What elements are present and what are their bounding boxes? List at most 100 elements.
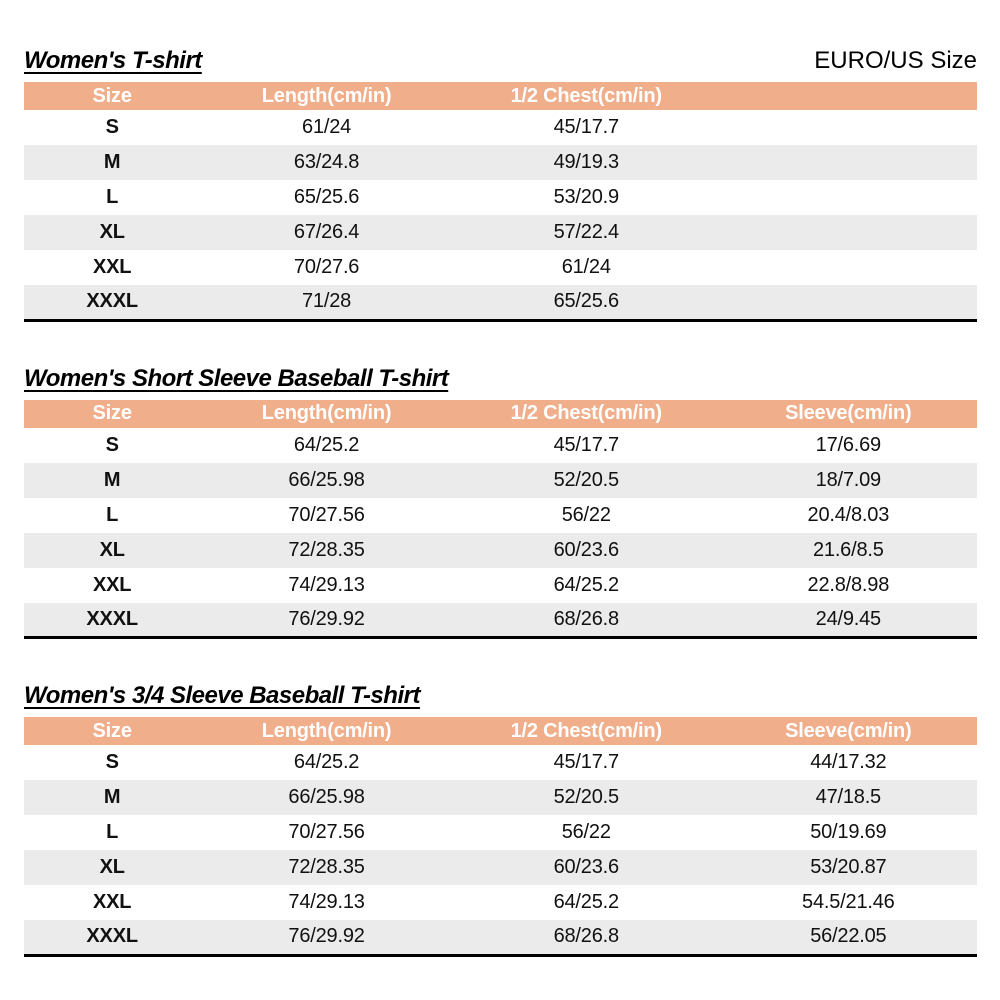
table-row: L 70/27.56 56/22 20.4/8.03 — [24, 498, 977, 533]
size-cell: XXL — [93, 573, 132, 596]
table-cell: 68/26.8 — [553, 607, 620, 630]
table-row: XL 67/26.4 57/22.4 — [24, 215, 977, 250]
column-header: 1/2 Chest(cm/in) — [452, 399, 720, 428]
size-cell: M — [103, 151, 121, 173]
table-row: XXL 70/27.6 61/24 — [24, 250, 977, 285]
table-cell: 45/17.7 — [553, 751, 620, 773]
region-size-label: EURO/US Size — [814, 47, 977, 74]
table-cell: 20.4/8.03 — [807, 503, 890, 526]
column-header: Length(cm/in) — [200, 82, 453, 110]
table-cell: 60/23.6 — [553, 538, 620, 561]
table-cell: 53/20.87 — [810, 856, 887, 878]
header-row: Size Length(cm/in) 1/2 Chest(cm/in) Sleeve(… — [24, 399, 977, 428]
table-cell: 76/29.92 — [288, 925, 365, 948]
table-cell: 52/20.5 — [553, 786, 620, 808]
table-row: L 70/27.56 56/22 50/19.69 — [24, 815, 977, 850]
table-title-womens-tshirt: Women's T-shirt — [24, 47, 202, 74]
column-header: Size — [24, 399, 201, 428]
table-cell: 67/26.4 — [293, 221, 360, 243]
table-row: M 66/25.98 52/20.5 18/7.09 — [24, 462, 977, 498]
size-cell: S — [105, 751, 119, 773]
table-cell: 64/25.2 — [553, 891, 620, 913]
table-cell: 64/25.2 — [293, 751, 360, 773]
size-cell: XL — [99, 538, 125, 561]
table-cell: 74/29.13 — [288, 891, 365, 913]
table-cell: 50/19.69 — [810, 821, 887, 843]
size-cell: L — [106, 503, 119, 526]
table-cell: 66/25.98 — [288, 786, 365, 808]
column-header — [719, 82, 977, 110]
table-cell: 65/25.6 — [553, 290, 620, 313]
table-cell: 66/25.98 — [288, 468, 365, 491]
table-row: XXXL 76/29.92 68/26.8 24/9.45 — [24, 602, 977, 638]
table-cell: 18/7.09 — [815, 468, 882, 491]
table-row: M 63/24.8 49/19.3 — [24, 145, 977, 180]
size-cell: XXXL — [86, 925, 138, 948]
table-cell: 74/29.13 — [288, 573, 365, 596]
table-cell: 22.8/8.98 — [807, 573, 890, 596]
column-header: 1/2 Chest(cm/in) — [452, 82, 720, 110]
table-row: S 61/24 45/17.7 — [24, 110, 977, 145]
table-cell: 60/23.6 — [553, 856, 620, 878]
table-cell — [720, 250, 977, 285]
table-row: S 64/25.2 45/17.7 44/17.32 — [24, 745, 977, 780]
table-cell: 54.5/21.46 — [802, 891, 895, 913]
table-cell: 70/27.6 — [293, 256, 360, 278]
column-header: Sleeve(cm/in) — [719, 717, 977, 745]
column-header: Length(cm/in) — [200, 717, 453, 745]
section-womens-tshirt: Women's T-shirt EURO/US Size Size Length(… — [24, 46, 977, 322]
size-cell: S — [105, 116, 119, 138]
table-cell: 44/17.32 — [810, 751, 887, 773]
title-row: Women's Short Sleeve Baseball T-shirt — [24, 364, 977, 393]
size-cell: L — [106, 186, 119, 208]
size-cell: XL — [99, 221, 125, 243]
table-cell: 64/25.2 — [553, 573, 620, 596]
size-cell: S — [105, 433, 119, 456]
table-cell — [720, 145, 977, 180]
table-cell: 63/24.8 — [293, 151, 360, 173]
table-cell — [720, 110, 977, 145]
size-cell: L — [106, 821, 119, 843]
table-cell: 57/22.4 — [553, 221, 620, 243]
column-header: Sleeve(cm/in) — [719, 399, 977, 428]
table-title-womens-short-sleeve-baseball-tshirt: Women's Short Sleeve Baseball T-shirt — [24, 364, 449, 392]
size-cell: XL — [99, 856, 125, 878]
title-row: Women's 3/4 Sleeve Baseball T-shirt — [24, 681, 977, 710]
size-cell: XXXL — [86, 290, 138, 313]
table-cell: 47/18.5 — [815, 786, 882, 808]
table-cell: 56/22 — [561, 503, 611, 526]
table-cell: 52/20.5 — [553, 468, 620, 491]
table-row: S 64/25.2 45/17.7 17/6.69 — [24, 428, 977, 463]
size-cell: M — [103, 468, 121, 491]
table-cell: 65/25.6 — [293, 186, 360, 208]
table-cell: 45/17.7 — [553, 433, 620, 456]
table-cell — [720, 285, 977, 320]
table-cell: 49/19.3 — [553, 151, 620, 173]
size-cell: M — [103, 786, 121, 808]
size-chart-page: Women's T-shirt EURO/US Size Size Length(… — [24, 46, 977, 957]
column-header: Size — [24, 82, 201, 110]
size-cell: XXL — [93, 256, 132, 278]
table-cell — [720, 215, 977, 250]
table-row: XL 72/28.35 60/23.6 21.6/8.5 — [24, 532, 977, 568]
table-row: XXXL 71/28 65/25.6 — [24, 285, 977, 320]
table-cell: 17/6.69 — [815, 433, 882, 456]
size-table-womens-tshirt: Size Length(cm/in) 1/2 Chest(cm/in) S 61/24 4… — [24, 82, 977, 322]
table-cell: 76/29.92 — [288, 607, 365, 630]
table-cell: 21.6/8.5 — [812, 538, 884, 561]
section-womens-34-sleeve-baseball-tshirt: Women's 3/4 Sleeve Baseball T-shirt Size… — [24, 681, 977, 957]
size-cell: XXL — [93, 891, 132, 913]
table-cell: 71/28 — [302, 290, 352, 313]
table-cell: 56/22.05 — [810, 925, 887, 948]
header-row: Size Length(cm/in) 1/2 Chest(cm/in) Sleeve(… — [24, 717, 977, 745]
title-row: Women's T-shirt EURO/US Size — [24, 46, 977, 75]
table-cell: 24/9.45 — [815, 607, 882, 630]
column-header: 1/2 Chest(cm/in) — [452, 717, 720, 745]
table-cell: 53/20.9 — [553, 186, 620, 208]
size-table-womens-34-sleeve-baseball-tshirt: Size Length(cm/in) 1/2 Chest(cm/in) Sleeve(… — [24, 717, 977, 957]
table-cell: 56/22 — [561, 821, 611, 843]
table-cell: 68/26.8 — [553, 925, 620, 948]
table-cell: 72/28.35 — [288, 538, 365, 561]
table-cell: 64/25.2 — [293, 433, 360, 456]
table-cell — [720, 180, 977, 215]
